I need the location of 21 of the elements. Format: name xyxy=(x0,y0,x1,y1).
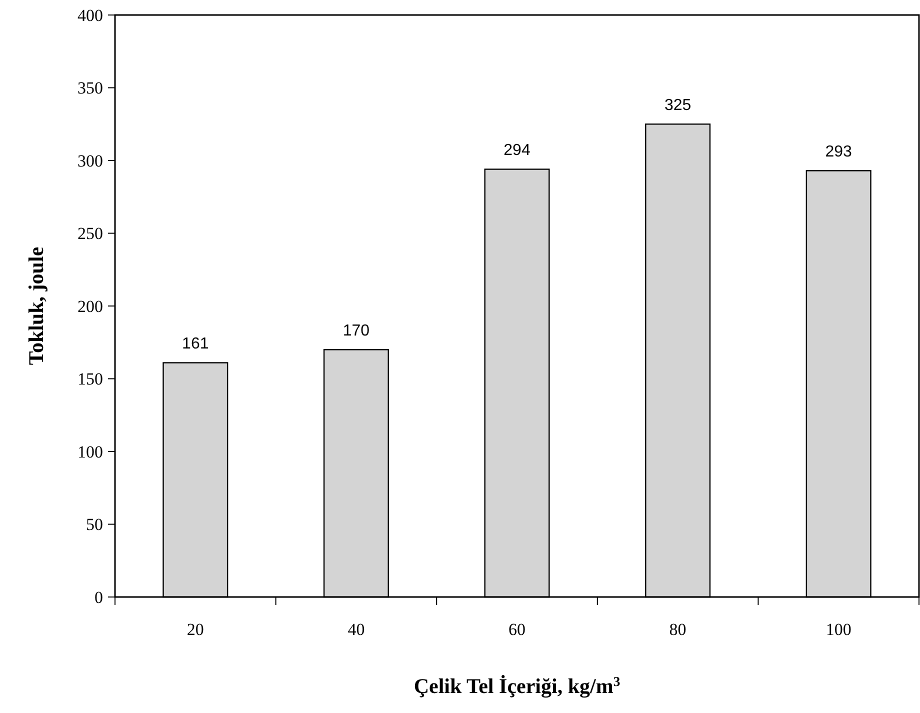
y-tick-label: 250 xyxy=(78,224,103,244)
y-tick-label: 200 xyxy=(78,296,103,316)
x-tick-label: 80 xyxy=(669,620,686,639)
y-tick-label: 350 xyxy=(78,78,103,98)
y-tick-label: 400 xyxy=(78,6,103,25)
x-tick-label: 100 xyxy=(826,620,852,639)
data-label: 325 xyxy=(664,97,692,114)
y-axis-title: Tokluk, joule xyxy=(24,246,48,366)
data-label: 294 xyxy=(504,142,530,160)
data-label: 161 xyxy=(182,336,209,353)
x-tick-label: 20 xyxy=(186,620,204,639)
y-tick-label: 0 xyxy=(94,588,103,607)
x-tick-label: 40 xyxy=(348,620,365,639)
y-tick-label: 100 xyxy=(78,442,103,462)
y-tick-label: 50 xyxy=(86,515,103,534)
y-tick-label: 150 xyxy=(78,370,103,389)
y-tick-label: 300 xyxy=(78,151,103,170)
data-label: 293 xyxy=(825,144,852,161)
data-label: 170 xyxy=(342,322,370,340)
x-axis-title: Çelik Tel İçeriği, kg/m$^{3}$ xyxy=(414,674,620,698)
x-tick-label: 60 xyxy=(508,620,526,639)
